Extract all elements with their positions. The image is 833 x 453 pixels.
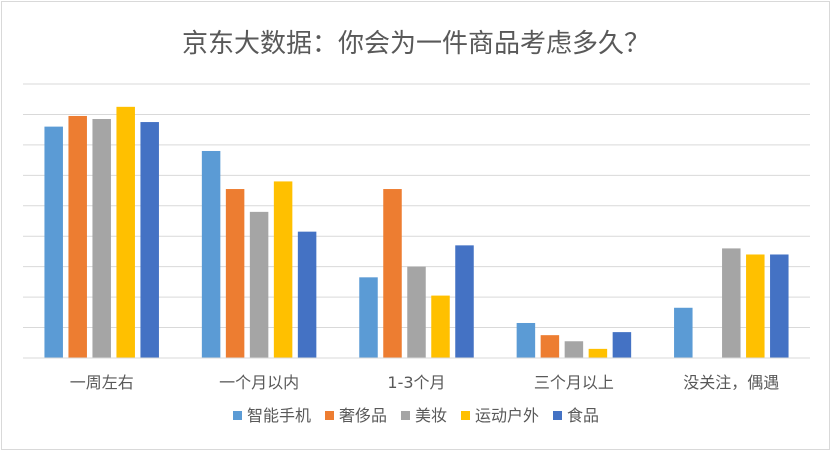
bar [225,189,245,358]
bar [516,322,536,358]
bar [540,335,560,358]
bars [44,106,789,358]
bar [770,254,789,358]
bar [44,126,63,358]
x-tick-label: 一周左右 [70,373,134,392]
legend-swatch [401,411,410,420]
legend-label: 美妆 [415,406,447,425]
bar [674,307,693,358]
x-tick-label: 三个月以上 [534,373,614,392]
x-tick-label: 1-3个月 [387,373,445,392]
legend-label: 食品 [567,406,599,425]
chart-title: 京东大数据：你会为一件商品考虑多久？ [182,29,650,59]
legend-swatch [233,411,242,420]
bar [722,248,741,358]
bar [383,189,402,358]
bar [116,106,135,358]
bar [273,181,293,358]
bar [431,295,450,358]
bar [564,341,584,358]
bar [359,277,378,358]
legend-swatch [553,411,562,420]
bar [201,150,221,358]
x-axis: 一周左右 一个月以内 1-3个月 三个月以上 没关注，偶遇 [23,357,810,392]
bar [746,254,765,358]
legend-swatch [461,411,470,420]
bar [407,266,426,358]
legend-swatch [325,411,334,420]
legend: 智能手机 奢侈品 美妆 运动户外 食品 [233,406,599,425]
bar [297,231,317,358]
bar [92,119,111,358]
bar [612,332,632,358]
bar [588,348,608,358]
x-tick-label: 没关注，偶遇 [683,373,779,392]
bar [249,211,269,358]
bar [140,122,159,358]
bar [68,115,87,358]
x-tick-label: 一个月以内 [219,373,299,392]
legend-label: 运动户外 [475,406,539,425]
legend-label: 奢侈品 [339,406,387,425]
bar [455,245,474,358]
legend-label: 智能手机 [247,406,311,425]
